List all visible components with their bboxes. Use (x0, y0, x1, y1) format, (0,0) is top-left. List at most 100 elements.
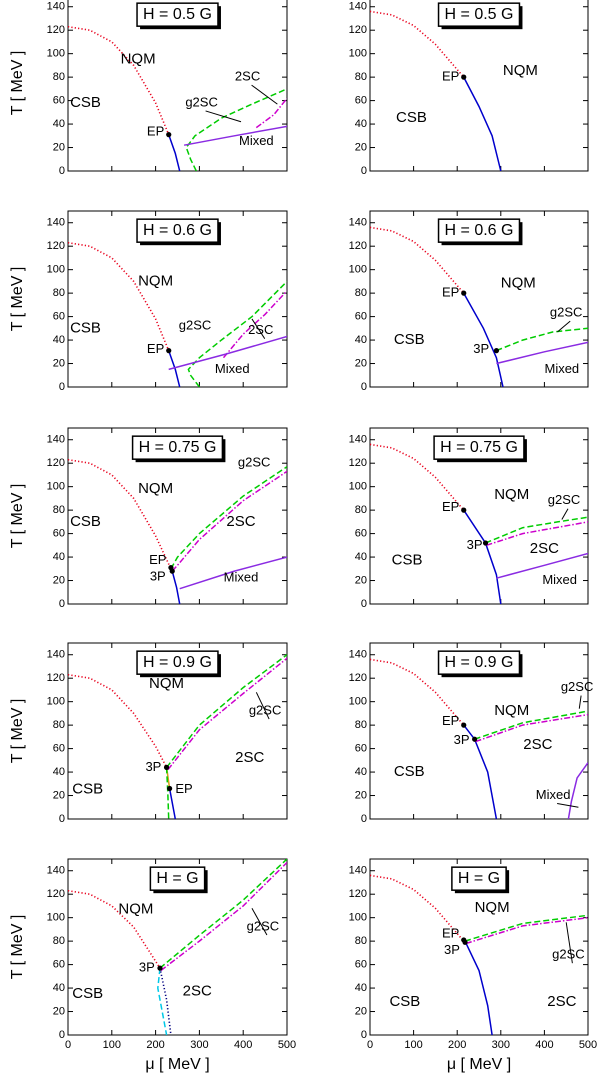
y-tick-label: 120 (47, 240, 65, 252)
title-box (437, 2, 521, 27)
plot-area (370, 10, 502, 171)
curve (168, 788, 177, 819)
y-tick-label: 100 (349, 912, 367, 924)
y-tick-label: 0 (59, 598, 65, 610)
curve (159, 859, 287, 969)
pointer (251, 318, 266, 339)
frame (67, 858, 288, 1036)
y-tick-label: 60 (53, 743, 65, 755)
plot-area (68, 25, 287, 171)
curve (370, 226, 465, 294)
y-tick-label: 60 (53, 311, 65, 323)
y-tick-label: 20 (53, 1005, 65, 1017)
y-tick-label: 60 (53, 95, 65, 107)
title-box (149, 866, 206, 891)
curve (167, 657, 287, 771)
annotation: 3P (444, 942, 460, 957)
y-tick-label: 140 (349, 1, 367, 13)
annotation: 2SC (183, 983, 212, 1000)
y-tick-label: 80 (53, 504, 65, 516)
y-tick-label: 20 (355, 789, 367, 801)
panel-title: H = 0.75 G (440, 439, 518, 456)
frame (369, 427, 589, 605)
point (493, 348, 500, 354)
y-tick-label: 20 (355, 1005, 367, 1017)
y-tick-label: 140 (349, 217, 367, 229)
y-tick-label: 0 (361, 381, 367, 393)
pointer (255, 692, 270, 720)
y-tick-label: 0 (59, 165, 65, 177)
y-axis-label: T [ MeV ] (9, 484, 26, 549)
x-tick-label: 400 (535, 1039, 553, 1051)
panel-title: H = 0.6 G (143, 222, 212, 239)
annotation: CSB (394, 763, 425, 780)
panel: 0 20 40 60 80 100 120 140 NQM CSB g2SC 2SC Mixed EP 3P… (349, 427, 589, 610)
frame (67, 427, 288, 605)
curve (475, 713, 588, 743)
annotation: g2SC (561, 679, 594, 694)
y-tick-label: 120 (349, 24, 367, 36)
annotation: g2SC (185, 94, 218, 109)
annotation: CSB (396, 109, 427, 126)
annotation: 2SC (235, 69, 260, 84)
annotation: g2SC (550, 305, 583, 320)
annotation: EP (149, 552, 166, 567)
x-tick-label: 100 (103, 1039, 121, 1051)
x-tick-label: 200 (146, 1039, 164, 1051)
annotation: NQM (118, 900, 153, 917)
y-tick-label: 40 (355, 118, 367, 130)
y-tick-label: 0 (361, 1029, 367, 1041)
y-tick-label: 80 (355, 71, 367, 83)
annotation: EP (147, 341, 164, 356)
title-box (451, 866, 507, 891)
plot-area (370, 226, 588, 387)
y-tick-label: 120 (349, 240, 367, 252)
y-tick-label: 20 (355, 574, 367, 586)
y-tick-label: 100 (349, 481, 367, 493)
y-tick-label: 120 (349, 457, 367, 469)
annotation: 2SC (226, 513, 255, 530)
title-box (433, 435, 525, 460)
curve (68, 889, 161, 969)
y-axis-label: T [ MeV ] (9, 699, 26, 764)
annotation: 3P (454, 732, 470, 747)
y-tick-label: 40 (53, 982, 65, 994)
y-tick-label: 120 (47, 672, 65, 684)
frame (369, 642, 589, 820)
annotation: Mixed (224, 570, 259, 585)
point (461, 290, 467, 296)
y-tick-label: 80 (53, 287, 65, 299)
y-tick-label: 80 (355, 504, 367, 516)
x-tick-label: 200 (448, 1039, 466, 1051)
annotation: EP (147, 124, 164, 139)
x-tick-label: 300 (492, 1039, 510, 1051)
curve (370, 10, 465, 78)
curve (170, 466, 287, 570)
annotation: EP (442, 926, 459, 941)
panel-title: H = 0.9 G (143, 654, 212, 671)
y-tick-label: 140 (349, 865, 367, 877)
pointer (565, 922, 573, 964)
frame (369, 0, 589, 172)
annotation: CSB (70, 94, 101, 111)
plot-area (68, 859, 287, 1035)
y-axis-label: T [ MeV ] (9, 51, 26, 116)
point (461, 722, 467, 728)
point (166, 132, 172, 138)
y-tick-label: 100 (47, 912, 65, 924)
y-tick-label: 40 (355, 766, 367, 778)
point (472, 736, 478, 742)
curve (463, 724, 498, 819)
curve (464, 940, 493, 1035)
annotation: NQM (138, 272, 173, 289)
annotation: NQM (503, 62, 538, 79)
annotation: g2SC (548, 492, 581, 507)
annotation: CSB (72, 781, 103, 798)
annotation: CSB (392, 552, 423, 569)
plot-area (370, 443, 588, 604)
y-tick-label: 140 (47, 865, 65, 877)
curve (474, 710, 588, 740)
y-tick-label: 80 (53, 71, 65, 83)
annotation: 3P (467, 537, 483, 552)
